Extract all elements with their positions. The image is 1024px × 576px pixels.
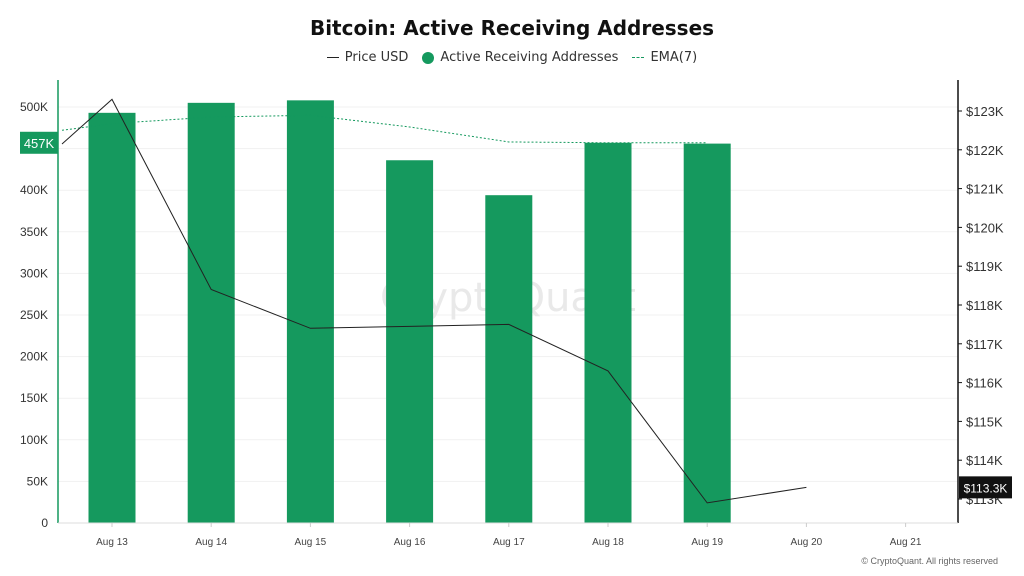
right-axis-tick-label: $121K xyxy=(966,182,1004,197)
left-axis-tick-label: 0 xyxy=(41,516,48,530)
x-axis-tick-label: Aug 15 xyxy=(295,537,327,548)
legend-label-price: Price USD xyxy=(344,50,409,65)
right-axis-tick-label: $119K xyxy=(966,259,1003,274)
left-axis-tick-label: 200K xyxy=(20,350,48,364)
left-axis-tick-label: 400K xyxy=(20,183,48,197)
right-axis-tick-label: $114K xyxy=(966,453,1003,468)
legend-item-addresses[interactable]: Active Receiving Addresses xyxy=(422,50,618,65)
bar-active-receiving-addresses xyxy=(286,100,334,524)
left-axis-tick-label: 150K xyxy=(20,391,48,405)
legend-label-ema: EMA(7) xyxy=(650,50,698,65)
legend-item-price[interactable]: Price USD xyxy=(326,50,409,65)
right-axis-tick-label: $120K xyxy=(966,220,1004,235)
addresses-dot-swatch xyxy=(422,51,435,64)
left-axis-tick-label: 300K xyxy=(20,266,48,280)
bar-active-receiving-addresses xyxy=(88,112,136,523)
right-axis-tick-label: $122K xyxy=(966,143,1004,158)
bar-active-receiving-addresses xyxy=(683,143,731,523)
bar-active-receiving-addresses xyxy=(386,160,434,524)
left-axis-tick-label: 250K xyxy=(20,308,48,322)
chart-legend: Price USD Active Receiving Addresses EMA… xyxy=(0,50,1024,65)
right-axis-tick-label: $117K xyxy=(966,337,1003,352)
chart-title: Bitcoin: Active Receiving Addresses xyxy=(309,16,715,40)
x-axis-tick-label: Aug 19 xyxy=(691,537,723,548)
legend-item-ema[interactable]: EMA(7) xyxy=(632,50,697,65)
right-axis-tick-label: $123K xyxy=(966,104,1004,119)
right-axis-tick-label: $118K xyxy=(966,298,1003,313)
right-axis-tick-label: $115K xyxy=(966,414,1003,429)
ema-line-swatch xyxy=(632,57,645,58)
bar-active-receiving-addresses xyxy=(187,102,235,523)
bar-active-receiving-addresses xyxy=(584,142,632,523)
right-axis-tick-label: $116K xyxy=(966,376,1003,391)
legend-label-addresses: Active Receiving Addresses xyxy=(440,50,619,65)
left-axis-tick-label: 50K xyxy=(27,474,48,488)
bar-active-receiving-addresses xyxy=(485,195,533,523)
x-axis-tick-label: Aug 16 xyxy=(394,537,426,548)
left-axis-current-value-marker xyxy=(20,131,58,154)
x-axis-tick-label: Aug 20 xyxy=(791,537,823,548)
left-axis-tick-label: 350K xyxy=(20,225,48,239)
right-axis-current-value-label: $113.3K xyxy=(964,481,1008,495)
copyright-notice: © CryptoQuant. All rights reserved xyxy=(861,556,998,566)
ema-line xyxy=(61,114,708,144)
price-line-swatch xyxy=(326,57,339,58)
left-axis-tick-label: 100K xyxy=(20,433,48,447)
left-axis-current-value-label: 457K xyxy=(24,136,55,151)
right-axis-current-value-marker xyxy=(959,476,1012,499)
x-axis-tick-label: Aug 14 xyxy=(195,537,227,548)
price-line xyxy=(61,98,807,504)
x-axis-tick-label: Aug 17 xyxy=(493,537,525,548)
x-axis-tick-label: Aug 13 xyxy=(96,537,128,548)
x-axis-tick-label: Aug 21 xyxy=(890,537,922,548)
left-axis-tick-label: 500K xyxy=(20,100,48,114)
x-axis-tick-label: Aug 18 xyxy=(592,537,624,548)
